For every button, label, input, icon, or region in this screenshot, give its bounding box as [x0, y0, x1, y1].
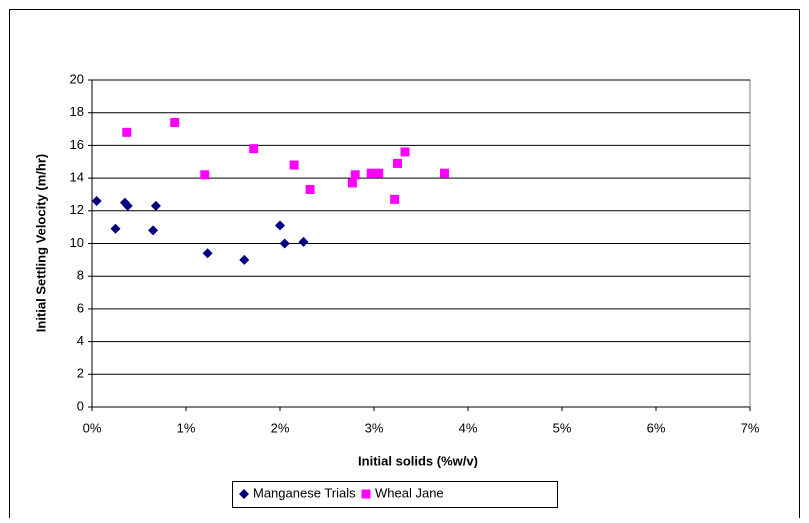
x-axis-title: Initial solids (%w/v)	[358, 453, 478, 468]
point	[374, 168, 384, 178]
y-axis-title: Initial Settling Velocity (m/hr)	[33, 154, 48, 332]
point	[110, 223, 121, 234]
y-tick-label: 14	[70, 170, 84, 185]
point	[393, 158, 402, 168]
point	[350, 170, 360, 180]
point	[289, 160, 299, 170]
point	[239, 254, 250, 265]
point	[122, 200, 133, 211]
y-tick-label: 18	[70, 104, 84, 119]
point	[249, 144, 259, 154]
x-tick-label: 2%	[271, 420, 290, 435]
point	[298, 236, 309, 247]
point	[200, 170, 210, 180]
point	[91, 195, 102, 206]
legend-marker	[239, 489, 249, 499]
x-tick-label: 4%	[459, 420, 478, 435]
x-tick-label: 5%	[553, 420, 572, 435]
x-tick-label: 0%	[83, 420, 102, 435]
point	[122, 127, 132, 137]
legend-label: Manganese Trials	[253, 485, 356, 500]
legend-marker	[361, 489, 371, 499]
x-tick-label: 3%	[365, 420, 384, 435]
point	[275, 220, 285, 231]
point	[347, 178, 357, 188]
x-tick-label: 7%	[741, 420, 760, 435]
point	[440, 168, 449, 178]
y-tick-label: 12	[70, 202, 84, 217]
y-tick-label: 16	[70, 137, 84, 152]
point	[366, 168, 376, 178]
y-tick-label: 6	[77, 300, 84, 315]
y-tick-label: 4	[77, 333, 84, 348]
point	[400, 147, 410, 157]
y-tick-label: 8	[77, 268, 84, 283]
x-tick-label: 6%	[647, 420, 666, 435]
y-tick-label: 10	[70, 235, 84, 250]
point	[202, 248, 213, 259]
y-tick-label: 0	[77, 398, 84, 413]
legend-label: Wheal Jane	[375, 485, 444, 500]
point	[150, 200, 161, 211]
y-tick-label: 2	[77, 366, 84, 381]
point	[305, 185, 315, 195]
point	[390, 194, 400, 204]
point	[170, 118, 180, 128]
y-tick-label: 20	[70, 71, 84, 86]
legend-box	[232, 481, 558, 508]
x-tick-label: 1%	[177, 420, 196, 435]
point	[279, 238, 290, 249]
point	[148, 225, 159, 236]
